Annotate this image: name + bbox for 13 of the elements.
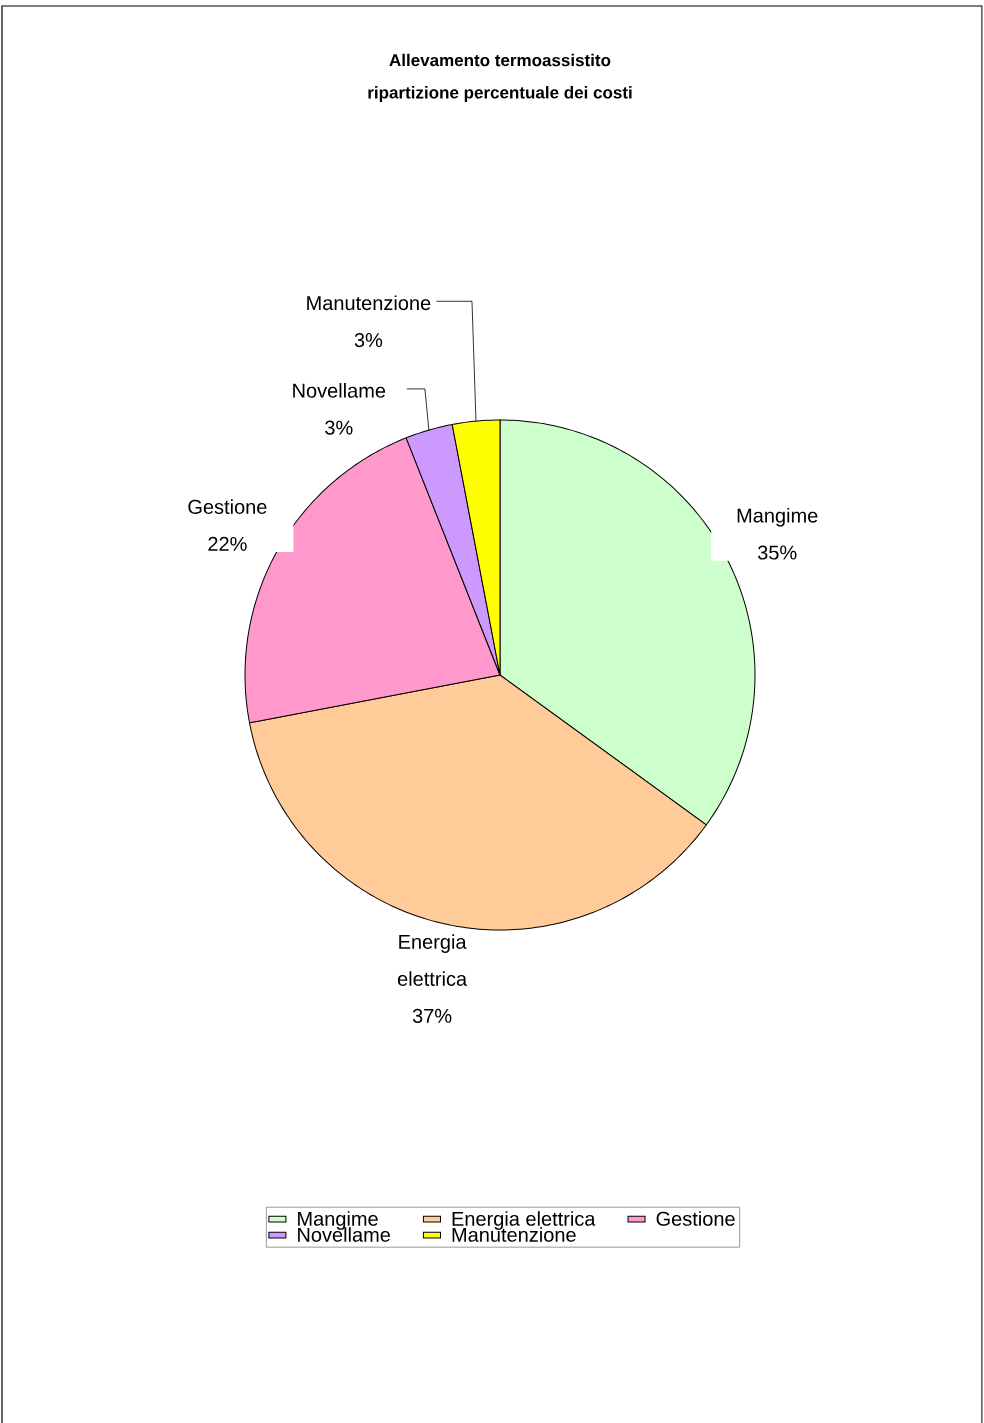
slice-label: Novellame [293, 383, 386, 398]
slice-label: Gestione [188, 499, 267, 514]
data-label: 35% [757, 545, 797, 560]
slice-label: Manutenzione [307, 295, 431, 311]
chart-subtitle: ripartizione percentuale dei costi [368, 86, 632, 102]
slice-label: Energia elettrica [397, 934, 468, 986]
chart-title: Allevamento termoassistito [389, 53, 611, 67]
legend-label: Gestione [656, 1211, 735, 1226]
data-label: 37% [412, 1008, 452, 1023]
data-label: 22% [208, 536, 247, 551]
data-label: 3% [325, 420, 353, 435]
slice-label: Mangime [737, 507, 818, 527]
data-label: 3% [354, 332, 383, 348]
